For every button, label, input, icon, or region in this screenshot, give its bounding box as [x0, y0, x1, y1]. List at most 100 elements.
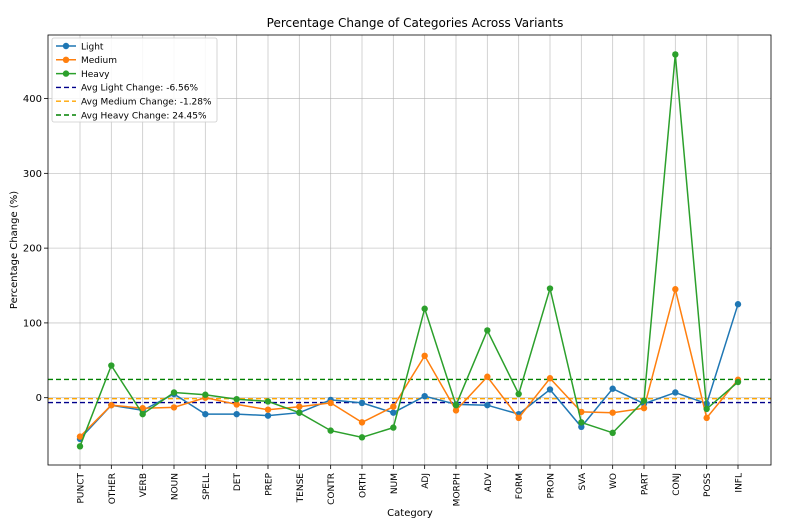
x-axis-label: Category — [387, 508, 433, 519]
x-tick-label: WO — [609, 473, 619, 489]
data-point — [484, 327, 491, 334]
series-layer — [76, 51, 742, 450]
x-tick-label: FORM — [515, 473, 525, 499]
data-point — [452, 401, 460, 409]
data-point — [672, 389, 679, 396]
x-tick-label: DET — [233, 473, 243, 492]
legend-label: Heavy — [81, 70, 110, 80]
data-point — [546, 386, 554, 393]
legend-label: Light — [81, 42, 104, 52]
x-tick-label: CONJ — [672, 473, 682, 496]
data-point — [421, 305, 428, 312]
data-point — [672, 286, 679, 293]
x-tick-label: ORTH — [359, 473, 369, 498]
data-point — [640, 404, 648, 412]
series-line — [79, 54, 739, 447]
x-tick-label: PRON — [547, 473, 557, 499]
data-point — [202, 391, 209, 398]
x-tick-label: NUM — [390, 473, 400, 494]
data-point — [390, 403, 397, 410]
legend-label: Medium — [81, 56, 117, 66]
data-point — [703, 405, 710, 413]
data-point — [609, 409, 616, 416]
data-point — [76, 443, 84, 450]
data-point — [264, 412, 272, 419]
x-tick-label: PART — [641, 473, 651, 496]
data-point — [264, 406, 272, 413]
legend-label: Avg Light Change: -6.56% — [81, 84, 198, 94]
series-line — [79, 303, 739, 440]
data-point — [515, 414, 522, 422]
data-point — [170, 389, 178, 396]
x-tick-label: SVA — [578, 472, 588, 490]
data-point — [515, 390, 522, 398]
y-tick-label: 400 — [23, 94, 42, 105]
y-tick-label: 300 — [23, 169, 42, 180]
legend-label: Avg Medium Change: -1.28% — [81, 98, 212, 108]
x-tick-label: VERB — [139, 473, 149, 497]
series-line — [79, 289, 739, 438]
data-point — [139, 404, 146, 412]
data-point — [233, 401, 240, 408]
data-point — [578, 423, 585, 431]
data-point — [484, 373, 491, 380]
y-ticks: 0 100 200 300 400 — [23, 94, 48, 404]
data-point — [640, 397, 648, 404]
plot-frame — [47, 34, 772, 466]
y-tick-label: 100 — [23, 318, 42, 329]
x-tick-label: OTHER — [108, 473, 118, 504]
data-point — [358, 434, 366, 441]
y-axis-label: Percentage Change (%) — [9, 191, 20, 309]
data-point — [296, 409, 303, 416]
data-point — [452, 407, 460, 414]
data-point — [327, 399, 334, 407]
data-point — [421, 352, 428, 360]
x-tick-label: TENSE — [296, 473, 306, 504]
data-point — [703, 414, 710, 422]
data-point — [76, 433, 84, 440]
x-tick-label: INFL — [735, 473, 745, 493]
x-ticks: PUNCT OTHER VERB NOUN SPELL DET PREP TENSE CONTR… — [77, 465, 745, 506]
data-point — [358, 419, 366, 426]
data-point — [609, 429, 616, 437]
data-point — [546, 285, 554, 292]
legend-box — [51, 37, 218, 123]
data-point — [578, 419, 585, 426]
data-point — [546, 375, 554, 382]
data-point — [672, 51, 679, 58]
x-tick-label: SPELL — [202, 473, 212, 500]
y-tick-label: 200 — [23, 244, 42, 255]
data-point — [202, 410, 209, 418]
x-tick-label: ADV — [484, 472, 494, 492]
data-point — [139, 410, 146, 418]
data-point — [734, 301, 742, 308]
legend-swatch-marker — [62, 70, 70, 77]
data-point — [108, 401, 115, 409]
y-tick-label: 0 — [36, 393, 42, 404]
data-point — [734, 378, 742, 386]
x-tick-label: PREP — [265, 472, 275, 495]
data-point — [327, 427, 334, 434]
data-point — [264, 398, 272, 405]
data-point — [421, 393, 428, 400]
x-tick-label: NOUN — [171, 473, 181, 500]
data-point — [358, 399, 366, 407]
data-point — [170, 404, 178, 411]
data-point — [484, 401, 491, 409]
x-tick-label: ADJ — [421, 473, 431, 489]
data-point — [233, 410, 240, 418]
data-point — [233, 395, 240, 403]
legend: Light Medium Heavy Avg Light Change: -6.56%… — [51, 37, 218, 123]
legend-label: Avg Heavy Change: 24.45% — [81, 111, 207, 121]
x-tick-label: MORPH — [453, 473, 463, 506]
data-point — [108, 362, 115, 369]
x-tick-label: PUNCT — [77, 473, 87, 504]
chart-title: Percentage Change of Categories Across V… — [267, 16, 564, 30]
legend-swatch-marker — [62, 56, 70, 63]
data-point — [609, 385, 616, 392]
x-tick-label: CONTR — [327, 473, 337, 505]
legend-swatch-marker — [62, 42, 70, 50]
x-tick-label: POSS — [703, 473, 713, 497]
data-point — [390, 409, 397, 416]
